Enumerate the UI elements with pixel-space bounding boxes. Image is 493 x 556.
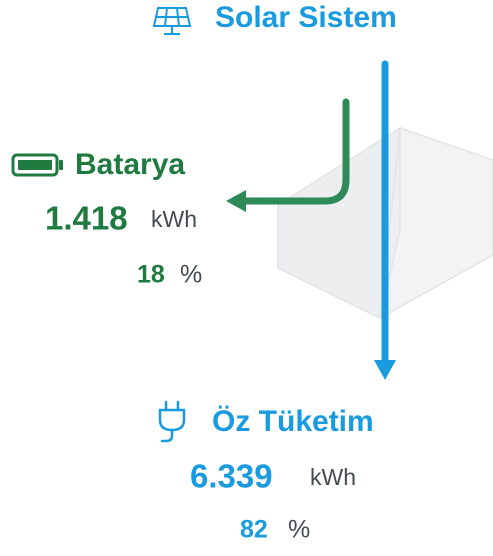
solar-title: Solar Sistem (215, 1, 397, 34)
battery-label: Batarya (75, 148, 185, 181)
battery-value: 1.418 (45, 200, 128, 237)
consumption-percent-unit: % (288, 516, 310, 544)
energy-flow-widget: Solar Sistem Batarya 1.418 kWh 18 % Öz T… (0, 0, 493, 556)
plug-icon (160, 402, 184, 441)
battery-icon (13, 155, 63, 175)
battery-unit: kWh (151, 206, 197, 232)
battery-percent: 18 (137, 261, 165, 289)
consumption-label: Öz Tüketim (212, 405, 374, 438)
battery-percent-unit: % (180, 261, 202, 289)
solar-panel-icon (154, 8, 190, 34)
consumption-unit: kWh (310, 464, 356, 490)
consumption-percent: 82 (240, 516, 268, 544)
consumption-value: 6.339 (190, 458, 273, 495)
